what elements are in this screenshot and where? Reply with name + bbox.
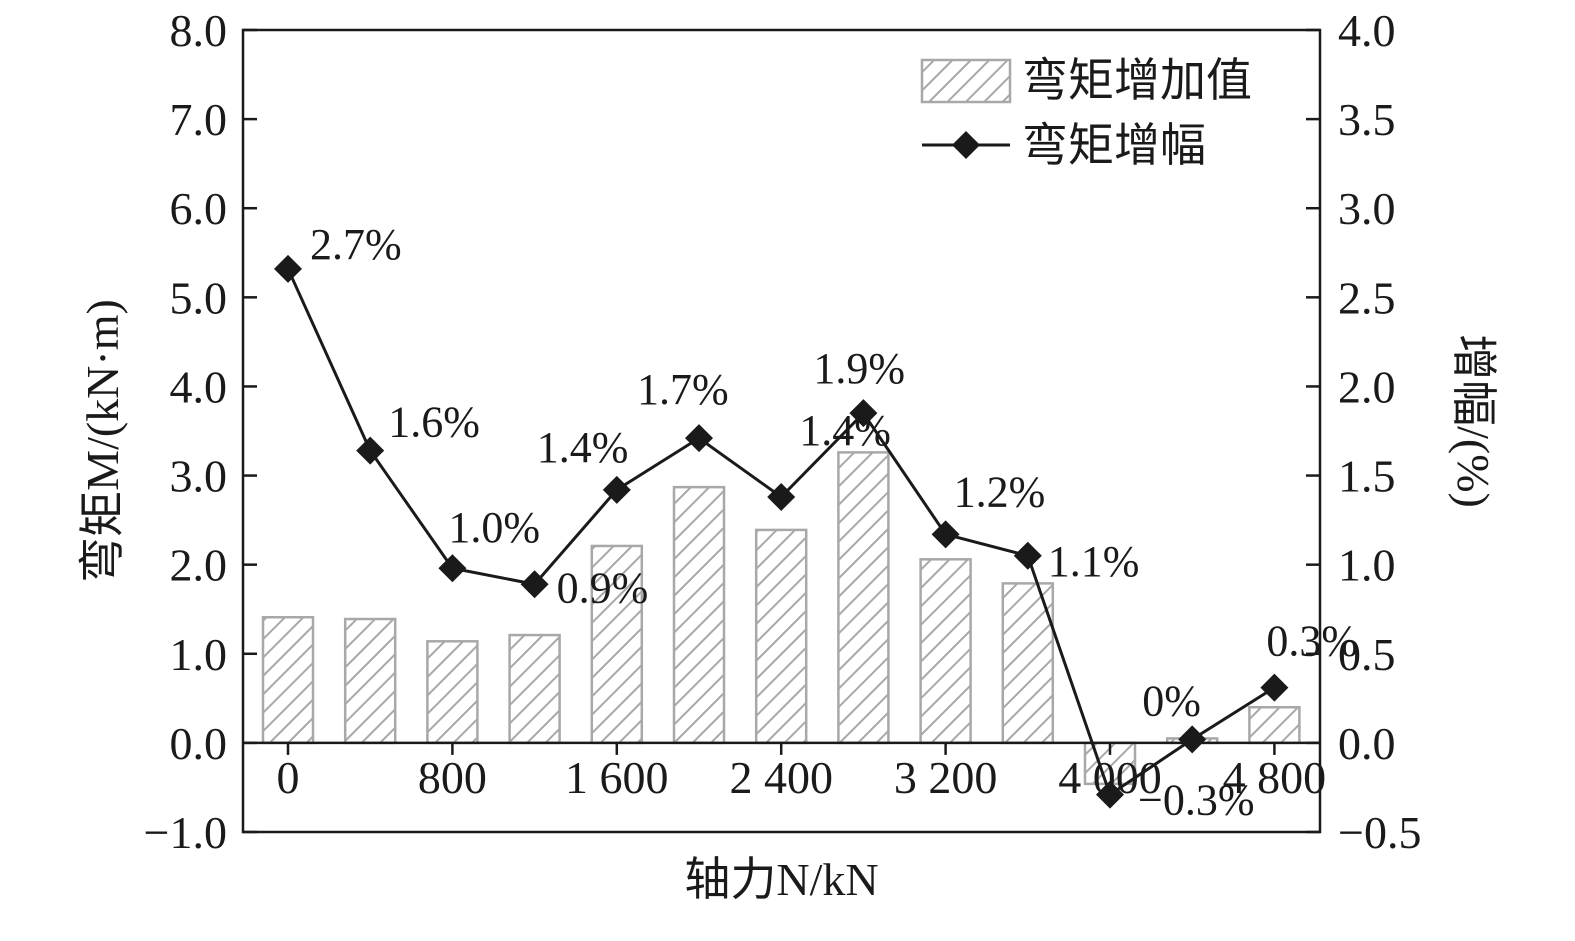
legend-bar-label: 弯矩增加值 <box>1022 55 1252 106</box>
x-axis: 0 800 1 600 2 400 3 200 4 000 4 800 <box>277 742 1327 803</box>
data-label: 2.7% <box>310 220 402 269</box>
legend: 弯矩增加值 弯矩增幅 <box>920 55 1252 171</box>
right-tick-label: 0.0 <box>1338 718 1396 769</box>
left-axis: −1.0 0.0 1.0 2.0 3.0 4.0 5.0 6.0 7.0 8.0 <box>144 5 257 858</box>
data-label: 1.0% <box>448 503 540 552</box>
bar <box>508 633 561 745</box>
data-label: 1.4% <box>537 423 629 472</box>
bar <box>426 640 479 745</box>
right-tick-label: 3.5 <box>1338 94 1396 145</box>
data-label: 1.7% <box>637 365 729 414</box>
line-series <box>274 254 1289 809</box>
bar <box>754 528 808 745</box>
right-tick-label: 2.0 <box>1338 361 1396 412</box>
point-marker <box>1260 673 1289 702</box>
right-tick-label: 3.0 <box>1338 183 1396 234</box>
legend-line-label: 弯矩增幅 <box>1022 120 1206 171</box>
bar <box>919 558 972 745</box>
point-marker <box>1013 541 1042 570</box>
right-tick-label: 4.0 <box>1338 5 1396 56</box>
point-marker <box>520 570 549 599</box>
right-tick-label: 1.5 <box>1338 451 1396 502</box>
point-marker <box>274 254 302 283</box>
bar <box>1001 582 1055 745</box>
point-marker <box>849 399 878 428</box>
point-marker <box>1178 725 1207 754</box>
point-marker <box>602 475 631 504</box>
data-label: 0.3% <box>1266 617 1358 666</box>
left-tick-label: 7.0 <box>170 94 228 145</box>
point-marker <box>1096 780 1124 809</box>
bar <box>1248 705 1301 745</box>
left-tick-label: 4.0 <box>170 361 228 412</box>
point-marker <box>767 482 796 511</box>
left-tick-label: 2.0 <box>170 540 228 591</box>
x-axis-title: 轴力N/kN <box>684 854 878 905</box>
x-tick-label: 3 200 <box>894 752 998 803</box>
left-tick-label: 3.0 <box>170 451 228 502</box>
point-marker <box>438 554 467 583</box>
x-tick-label: 1 600 <box>565 752 669 803</box>
x-tick-label: 2 400 <box>729 752 833 803</box>
bar <box>837 451 890 745</box>
right-tick-label: 1.0 <box>1338 540 1396 591</box>
left-tick-label: 0.0 <box>170 718 228 769</box>
data-label: 0% <box>1142 676 1201 725</box>
left-axis-title: 弯矩M/(kN·m) <box>77 299 128 583</box>
right-axis-title: 增幅/(%) <box>1448 334 1499 508</box>
left-tick-label: 5.0 <box>170 272 228 323</box>
legend-diamond-marker <box>952 131 980 159</box>
left-tick-label: −1.0 <box>144 807 227 858</box>
bar-series <box>261 451 1301 786</box>
right-axis: −0.5 0.0 0.5 1.0 1.5 2.0 2.5 3.0 3.5 4.0 <box>1306 5 1421 858</box>
bar <box>672 485 726 745</box>
point-marker <box>931 520 960 549</box>
right-tick-label: 2.5 <box>1338 272 1396 323</box>
data-label: 1.9% <box>813 344 905 393</box>
point-marker <box>356 436 385 465</box>
left-tick-label: 6.0 <box>170 183 228 234</box>
data-label: 0.9% <box>557 563 649 612</box>
data-label: −0.3% <box>1138 776 1254 825</box>
data-label: 1.6% <box>388 398 480 447</box>
right-tick-label: −0.5 <box>1338 807 1421 858</box>
bar <box>261 615 315 745</box>
legend-bar-swatch <box>920 58 1012 104</box>
plot-frame <box>241 28 1322 834</box>
bar <box>343 617 397 745</box>
data-label: 1.4% <box>799 406 891 455</box>
x-tick-label: 4 000 <box>1058 752 1162 803</box>
x-tick-label: 800 <box>418 752 487 803</box>
x-tick-label: 4 800 <box>1223 752 1327 803</box>
x-tick-label: 0 <box>277 752 300 803</box>
left-tick-label: 1.0 <box>170 629 228 680</box>
right-tick-label: 0.5 <box>1338 629 1396 680</box>
point-marker <box>685 424 713 453</box>
data-label: 1.2% <box>954 467 1046 516</box>
data-labels: 2.7%1.6%1.0%0.9%1.4%1.7%1.4%1.9%1.2%1.1%… <box>310 220 1358 825</box>
data-label: 1.1% <box>1048 537 1140 586</box>
left-tick-label: 8.0 <box>170 5 228 56</box>
